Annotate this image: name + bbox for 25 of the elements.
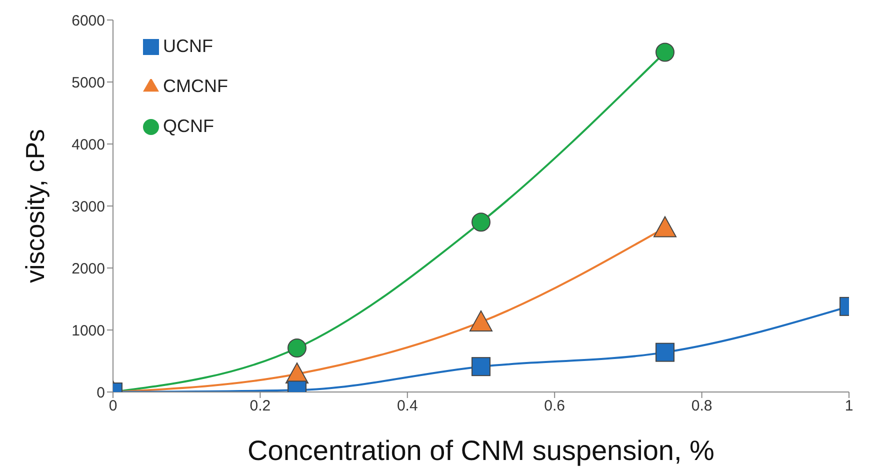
y-tick-label: 5000 <box>72 74 105 92</box>
y-tick-label: 4000 <box>72 136 105 154</box>
point <box>472 357 490 376</box>
x-tick-label: 0.2 <box>250 398 271 415</box>
x-tick-label: 1 <box>844 398 854 415</box>
point <box>654 216 676 238</box>
y-axis-title: viscosity, cPs <box>20 128 50 284</box>
x-axis-title: Concentration of CNM suspension, % <box>248 435 714 466</box>
y-tick-label: 1000 <box>72 322 105 340</box>
x-tick-label: 0.8 <box>691 398 712 415</box>
legend-label: UCNF <box>163 36 213 56</box>
point <box>656 42 674 62</box>
point <box>470 310 492 332</box>
y-tick-label: 0 <box>96 384 105 402</box>
point <box>656 342 674 362</box>
point <box>472 212 490 232</box>
y-tick-label: 2000 <box>72 260 105 278</box>
y-tick-label: 6000 <box>72 12 105 30</box>
y-tick-label: 3000 <box>72 198 105 216</box>
point <box>288 338 306 358</box>
legend-label: QCNF <box>163 116 214 136</box>
x-tick-label: 0.4 <box>396 398 418 415</box>
legend-label: CMCNF <box>163 76 228 96</box>
x-tick-label: 0.6 <box>544 398 566 415</box>
x-tick-label: 0 <box>108 398 118 415</box>
